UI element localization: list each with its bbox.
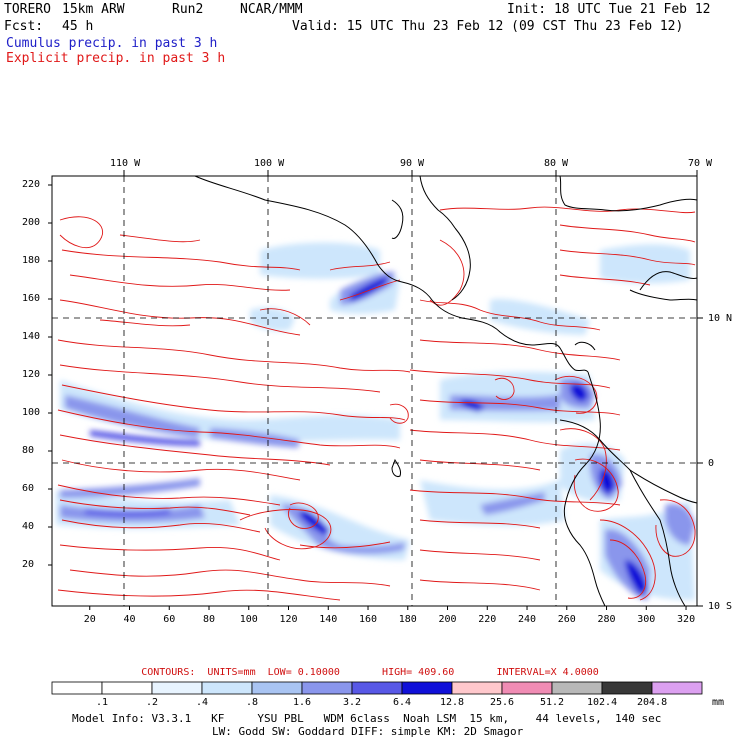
field-cumulus-precip: Cumulus precip. in past 3 h bbox=[6, 36, 218, 51]
x-tick-label: 240 bbox=[518, 614, 537, 625]
lon-label-100w: 100 W bbox=[254, 158, 285, 169]
x-tick-label: 40 bbox=[123, 614, 136, 625]
colorbar-swatch bbox=[601, 681, 653, 695]
colorbar-label: .8 bbox=[246, 697, 259, 708]
x-tick-label: 300 bbox=[637, 614, 656, 625]
colorbar-swatch bbox=[251, 681, 303, 695]
colorbar-label: 1.6 bbox=[293, 697, 312, 708]
x-tick-label: 20 bbox=[83, 614, 96, 625]
x-axis-ticks bbox=[89, 606, 687, 610]
model-info-line: Model Info: V3.3.1 KF YSU PBL WDM 6class… bbox=[72, 712, 662, 725]
x-tick-label: 160 bbox=[359, 614, 378, 625]
y-tick-label: 60 bbox=[22, 483, 35, 494]
colorbar-label: 3.2 bbox=[343, 697, 362, 708]
colorbar-swatch bbox=[551, 681, 603, 695]
colorbar-swatch bbox=[401, 681, 453, 695]
init-time: Init: 18 UTC Tue 21 Feb 12 bbox=[507, 2, 711, 17]
x-tick-label: 100 bbox=[239, 614, 258, 625]
colorbar-units: mm bbox=[712, 697, 725, 708]
coastlines bbox=[194, 175, 698, 607]
run-label: Run2 bbox=[172, 2, 204, 17]
colorbar-label: 51.2 bbox=[540, 697, 565, 708]
colorbar-swatch bbox=[201, 681, 253, 695]
forecast-hours: 45 h bbox=[62, 19, 94, 34]
latlon-grid bbox=[52, 176, 697, 606]
colorbar-swatch bbox=[501, 681, 553, 695]
contours-high: HIGH= 409.60 bbox=[382, 667, 455, 678]
y-tick-label: 200 bbox=[22, 217, 41, 228]
y-tick-label: 20 bbox=[22, 559, 35, 570]
lat-label-10s: 10 S bbox=[708, 601, 733, 612]
y-tick-label: 180 bbox=[22, 255, 41, 266]
x-tick-label: 220 bbox=[478, 614, 497, 625]
lat-label-0: 0 bbox=[708, 458, 715, 469]
y-tick-label: 120 bbox=[22, 369, 41, 380]
x-tick-label: 80 bbox=[203, 614, 216, 625]
colorbar-label: .1 bbox=[96, 697, 109, 708]
forecast-label: Fcst: bbox=[4, 19, 44, 34]
model-name: TORERO bbox=[4, 2, 51, 17]
lon-tick-marks bbox=[123, 170, 703, 607]
lat-label-10n: 10 N bbox=[708, 313, 733, 324]
x-tick-label: 120 bbox=[279, 614, 298, 625]
y-tick-label: 100 bbox=[22, 407, 41, 418]
contours-units: UNITS=mm bbox=[207, 667, 256, 678]
colorbar-label: 12.8 bbox=[440, 697, 465, 708]
contours-low: LOW= 0.10000 bbox=[267, 667, 340, 678]
colorbar-label: 204.8 bbox=[637, 697, 668, 708]
colorbar-label: 6.4 bbox=[393, 697, 412, 708]
lon-label-110w: 110 W bbox=[110, 158, 141, 169]
x-tick-label: 260 bbox=[557, 614, 576, 625]
colorbar-swatch bbox=[451, 681, 503, 695]
colorbar-label: .4 bbox=[196, 697, 209, 708]
lon-label-90w: 90 W bbox=[400, 158, 425, 169]
org-label: NCAR/MMM bbox=[240, 2, 303, 17]
plot-frame bbox=[51, 175, 698, 607]
colorbar-swatch bbox=[151, 681, 203, 695]
cumulus-precip-shading bbox=[56, 242, 695, 600]
contours-label: CONTOURS: bbox=[141, 667, 196, 678]
field-explicit-precip: Explicit precip. in past 3 h bbox=[6, 51, 226, 66]
model-resolution: 15km ARW bbox=[62, 2, 125, 17]
colorbar-swatch bbox=[351, 681, 403, 695]
y-axis-ticks bbox=[48, 184, 52, 566]
colorbar-label: 102.4 bbox=[587, 697, 618, 708]
lon-label-80w: 80 W bbox=[544, 158, 569, 169]
x-tick-label: 140 bbox=[319, 614, 338, 625]
y-tick-label: 80 bbox=[22, 445, 35, 456]
x-tick-label: 280 bbox=[597, 614, 616, 625]
y-tick-label: 160 bbox=[22, 293, 41, 304]
explicit-precip-contours bbox=[57, 206, 696, 601]
lon-label-70w: 70 W bbox=[688, 158, 713, 169]
y-tick-label: 40 bbox=[22, 521, 35, 532]
colorbar-swatch bbox=[651, 681, 703, 695]
x-tick-label: 320 bbox=[677, 614, 696, 625]
x-tick-label: 60 bbox=[163, 614, 176, 625]
contours-interval: INTERVAL=X 4.0000 bbox=[496, 667, 599, 678]
valid-time: Valid: 15 UTC Thu 23 Feb 12 (09 CST Thu … bbox=[292, 19, 684, 34]
x-tick-label: 180 bbox=[398, 614, 417, 625]
x-tick-label: 200 bbox=[438, 614, 457, 625]
contours-info: CONTOURS: UNITS=mm LOW= 0.10000 HIGH= 40… bbox=[0, 667, 740, 678]
colorbar-swatch bbox=[51, 681, 103, 695]
physics-info-line: LW: Godd SW: Goddard DIFF: simple KM: 2D… bbox=[212, 725, 524, 738]
colorbar-swatch bbox=[101, 681, 153, 695]
colorbar-swatch bbox=[301, 681, 353, 695]
colorbar-label: .2 bbox=[146, 697, 159, 708]
colorbar bbox=[51, 681, 703, 695]
colorbar-label: 25.6 bbox=[490, 697, 515, 708]
y-tick-label: 140 bbox=[22, 331, 41, 342]
y-tick-label: 220 bbox=[22, 179, 41, 190]
